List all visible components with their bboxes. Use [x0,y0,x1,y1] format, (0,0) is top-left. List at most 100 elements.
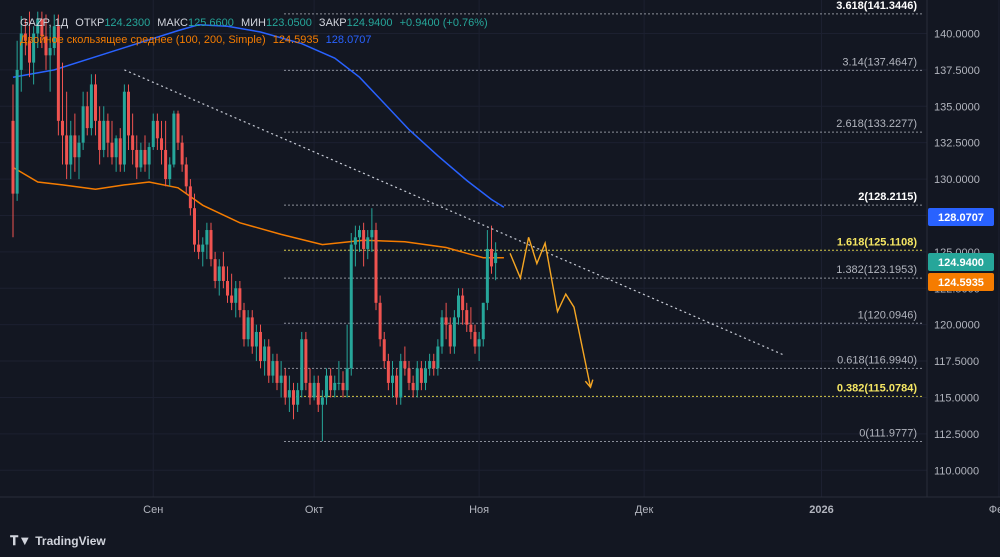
price-badge-label: 124.5935 [938,277,984,289]
candle-body [428,361,432,369]
price-tick-label: 137.5000 [934,65,980,77]
candle-body [197,244,201,252]
grid [0,0,1000,497]
tradingview-logo-icon: 𝐓▼ [10,533,32,548]
fib-level-label: 1(120.0946) [858,309,917,321]
candle-body [469,324,473,332]
close-value: 124.9400 [346,17,393,29]
time-tick-label: Фев [989,504,1000,516]
candle-body [217,266,221,281]
candle-body [151,120,155,148]
candle-body [395,375,399,398]
candle-body [160,138,163,150]
ma200-value: 128.0707 [325,34,372,46]
candle-body [89,84,93,129]
candle-body [246,317,250,340]
candle-body [65,135,69,165]
fib-level-label: 1.382(123.1953) [836,264,917,276]
candle-body [106,120,110,143]
candle-body [11,120,15,194]
candle-body [341,382,345,391]
candle-body [52,26,56,49]
candle-body [205,230,209,245]
candle-body [61,120,64,136]
projection-path[interactable] [509,237,594,389]
candle-body [296,390,300,405]
candle-body [312,382,316,398]
fibonacci-extension [284,13,924,442]
fib-level-label: 0.618(116.9940) [837,354,917,366]
candle-body [333,382,337,391]
open-value: 124.2300 [104,17,151,29]
candle-body [40,18,44,37]
candle-body [127,91,130,136]
fib-level-label: 3.14(137.4647) [842,56,917,68]
change-value: +0.9400 (+0.76%) [399,17,488,29]
candles [11,11,498,442]
candle-body [168,164,172,180]
price-tick-label: 120.0000 [934,320,980,332]
fib-level-label: 2(128.2115) [858,191,917,203]
price-tick-label: 117.5000 [934,356,979,368]
candle-body [85,106,89,129]
candle-body [209,230,213,260]
symbol-label[interactable]: GAZP, 1Д [20,17,69,29]
candle-body [279,375,283,383]
candle-body [267,346,271,376]
candle-body [28,40,31,63]
fibonacci-labels: 3.618(141.3446) 3.14(137.4647) 2.618(133.2… [836,0,917,439]
time-tick-label: 2026 [809,504,833,516]
candle-body [419,368,423,383]
time-tick-label: Дек [635,504,654,516]
time-tick-label: Сен [143,504,163,516]
candle-body [358,230,361,238]
candle-body [234,288,238,303]
tradingview-brand[interactable]: 𝐓▼ TradingView [10,533,106,549]
price-tick-label: 132.5000 [934,138,980,150]
candle-body [481,302,485,340]
candle-body [118,138,122,165]
time-tick-label: Окт [305,504,324,516]
candle-body [283,375,287,398]
price-badge-label: 128.0707 [938,212,984,224]
candle-body [184,164,188,187]
candle-body [23,33,27,41]
ma-indicator-label[interactable]: Двойное скользящее среднее (100, 200, Si… [20,34,266,46]
candle-body [263,346,267,362]
price-tick-label: 135.0000 [934,101,980,113]
brand-name: TradingView [35,534,106,548]
ma-legend[interactable]: Двойное скользящее среднее (100, 200, Si… [20,34,376,46]
candle-body [448,324,452,347]
high-value: 125.6600 [188,17,234,29]
candle-body [147,147,151,165]
low-label: МИН [240,17,266,29]
candle-body [259,331,262,362]
candle-body [32,33,36,63]
candle-body [172,113,176,165]
price-badge [928,208,994,226]
candle-body [254,331,258,347]
candle-body [238,288,242,311]
candle-body [386,361,390,383]
candle-body [164,149,168,180]
candle-body [110,142,114,158]
candle-body [444,317,448,325]
ohlc-legend: GAZP, 1Д ОТКР124.2300 МАКС125.6600 МИН12… [20,17,492,29]
ma100-line [12,166,504,259]
candle-body [250,317,254,347]
price-tick-label: 112.5000 [934,429,979,441]
candle-body [193,208,196,245]
price-badge [928,273,994,291]
time-axis[interactable]: Сен Окт Ноя Дек 2026 Фев [0,496,1000,516]
candle-body [440,317,444,347]
projection-path-line[interactable] [509,237,592,388]
price-tick-label: 115.0000 [934,392,979,404]
candle-body [452,317,456,347]
candle-body [271,361,275,376]
candle-body [36,18,40,34]
candle-body [325,375,328,398]
candle-body [77,142,81,158]
candle-body [362,230,366,249]
high-label: МАКС [157,17,188,29]
